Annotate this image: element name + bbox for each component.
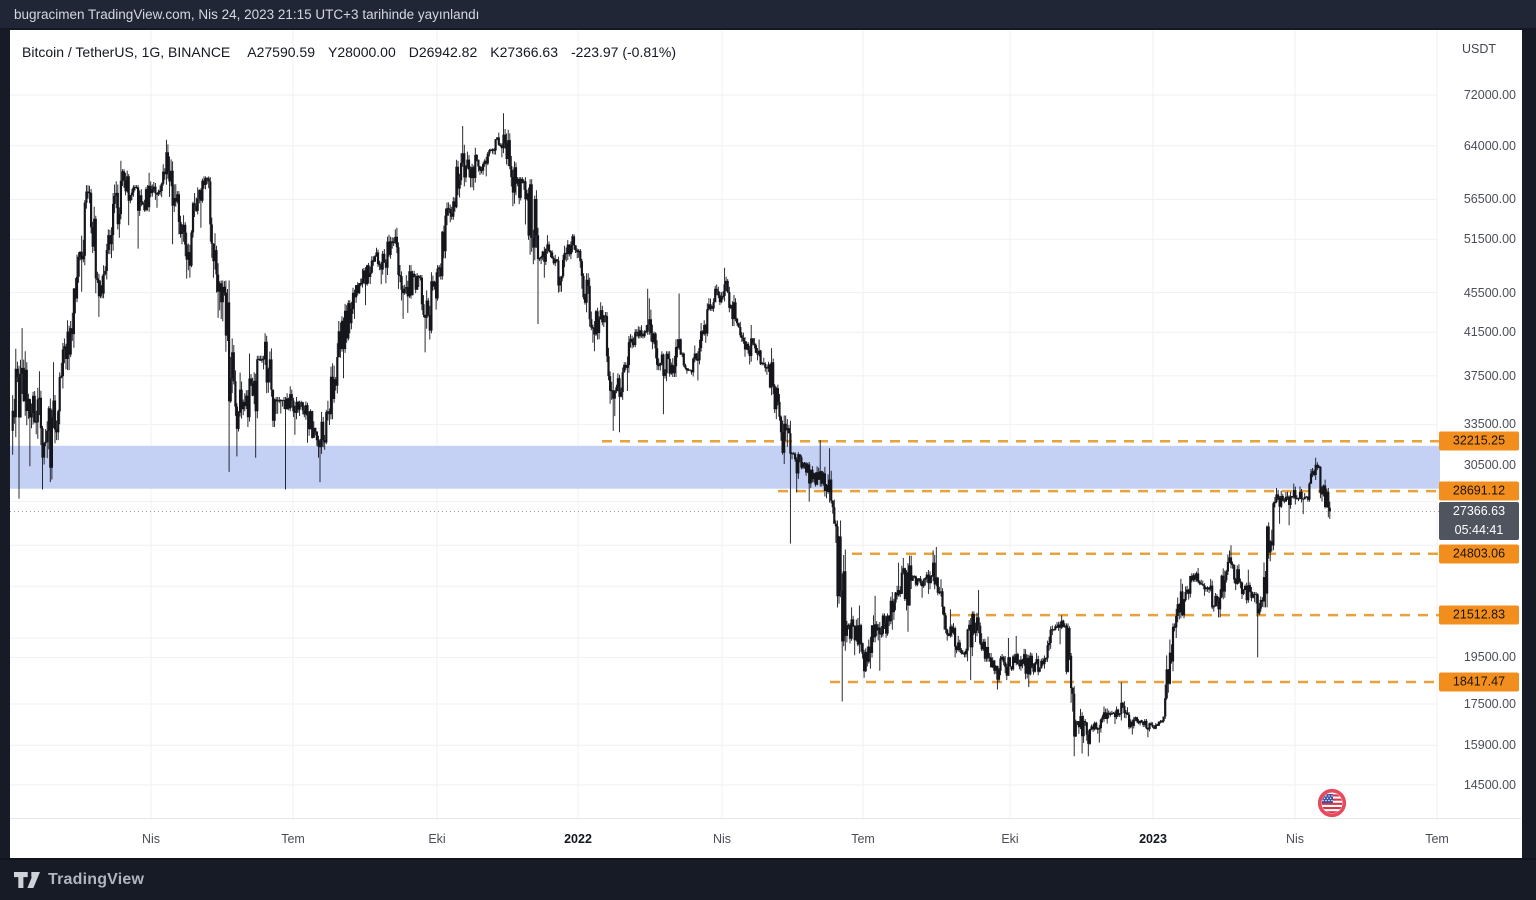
- time-tick-label: Tem: [281, 832, 305, 846]
- publish-text: bugracimen TradingView.com, Nis 24, 2023…: [14, 6, 480, 22]
- right-frame-strip: [1522, 30, 1536, 858]
- price-axis[interactable]: USDT 27366.63 05:44:41 72000.00 64000.00 5…: [1437, 30, 1521, 818]
- time-tick-label: Tem: [1425, 832, 1449, 846]
- low-value: D26942.82: [408, 44, 478, 60]
- publish-bar: bugracimen TradingView.com, Nis 24, 2023…: [0, 0, 1536, 30]
- time-tick-label: Tem: [851, 832, 875, 846]
- time-axis-separator: [10, 818, 1521, 819]
- left-frame-strip: [0, 30, 10, 858]
- price-tick-label: 33500.00: [1463, 417, 1516, 432]
- time-tick-label: 2022: [564, 832, 592, 846]
- time-tick-label: Nis: [1285, 832, 1305, 846]
- price-tick-label: 64000.00: [1463, 138, 1516, 153]
- countdown-timer: 05:44:41: [1454, 522, 1504, 537]
- time-axis[interactable]: Nis Tem Eki 2022 Nis Tem Eki 2023 Nis Tem: [0, 832, 1449, 888]
- price-tick-label: 72000.00: [1463, 88, 1516, 102]
- price-tick-label: 56500.00: [1463, 192, 1516, 207]
- current-price-badge: 27366.63 05:44:41: [1439, 501, 1519, 540]
- price-tick-label: 17500.00: [1463, 696, 1516, 711]
- price-tick-label: 45500.00: [1463, 285, 1516, 300]
- high-value: Y28000.00: [328, 44, 396, 60]
- symbol-legend[interactable]: Bitcoin / TetherUS, 1G, BINANCE A27590.59…: [22, 44, 676, 60]
- candlestick-chart[interactable]: [0, 0, 1445, 858]
- footer-bar: TradingView: [0, 858, 1536, 900]
- tradingview-wordmark[interactable]: TradingView: [48, 871, 145, 888]
- level-price-badge: 21512.83: [1439, 605, 1519, 625]
- price-tick-label: 51500.00: [1463, 232, 1516, 247]
- price-tick-label: 15900.00: [1463, 738, 1516, 753]
- time-tick-label: Nis: [141, 832, 161, 846]
- price-tick-label: 30500.00: [1463, 457, 1516, 472]
- level-price-badge: 18417.47: [1439, 672, 1519, 692]
- change-value: -223.97 (-0.81%): [570, 44, 677, 60]
- level-price-badge: 24803.06: [1439, 544, 1519, 564]
- price-tick-label: 37500.00: [1463, 368, 1516, 383]
- time-tick-label: Eki: [428, 832, 446, 846]
- axis-currency-label: USDT: [1461, 42, 1497, 56]
- open-value: A27590.59: [247, 44, 315, 60]
- symbol-title[interactable]: Bitcoin / TetherUS, 1G, BINANCE: [22, 44, 231, 60]
- tradingview-logo-icon[interactable]: [14, 872, 40, 888]
- level-price-badge: 32215.25: [1439, 431, 1519, 451]
- time-tick-label: 2023: [1139, 832, 1167, 846]
- time-tick-label: Eki: [1001, 832, 1019, 846]
- price-tick-label: 19500.00: [1463, 650, 1516, 665]
- price-tick-label: 14500.00: [1463, 777, 1516, 792]
- time-tick-label: Nis: [712, 832, 732, 846]
- author-avatar-icon[interactable]: [1316, 787, 1348, 819]
- close-value: K27366.63: [490, 44, 558, 60]
- level-price-badge: 28691.12: [1439, 481, 1519, 501]
- price-tick-label: 41500.00: [1463, 325, 1516, 340]
- current-price-value: 27366.63: [1452, 503, 1506, 518]
